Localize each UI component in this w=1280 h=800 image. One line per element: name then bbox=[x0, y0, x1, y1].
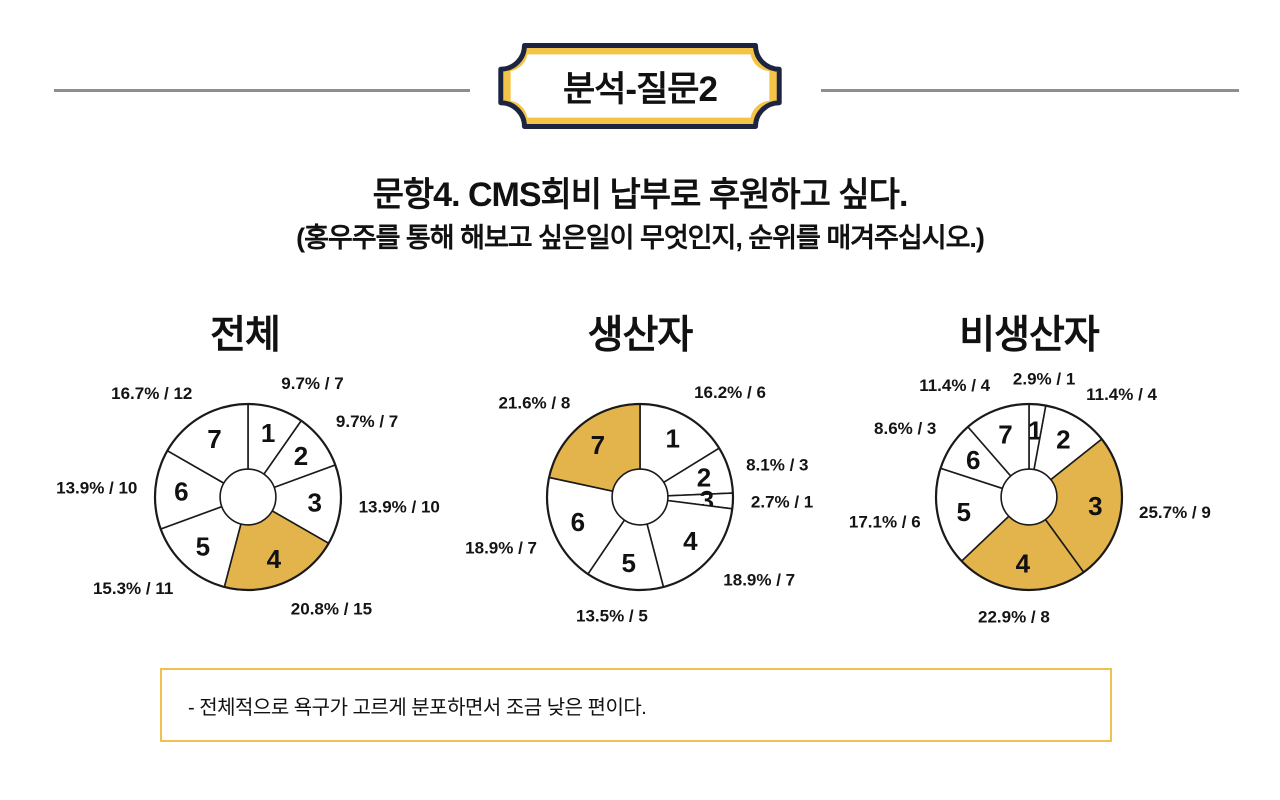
pie-slice-number: 2 bbox=[294, 441, 308, 471]
question-title: 문항4. CMS회비 납부로 후원하고 싶다. bbox=[372, 176, 909, 214]
pie-slice-label: 18.9% / 7 bbox=[723, 570, 795, 589]
chart-title-producer: 생산자 bbox=[587, 314, 694, 357]
pie-slice-number: 5 bbox=[956, 497, 970, 527]
pie-slice-number: 6 bbox=[174, 476, 188, 506]
note-box: - 전체적으로 욕구가 고르게 분포하면서 조금 낮은 편이다. bbox=[160, 668, 1112, 742]
pie-slice-number: 6 bbox=[966, 445, 980, 475]
pie-slice-label: 25.7% / 9 bbox=[1139, 503, 1211, 522]
pie-outer-ring bbox=[545, 402, 735, 592]
badge-frame-svg bbox=[498, 43, 782, 129]
pie-slice-number: 1 bbox=[1028, 415, 1042, 445]
pie-slice-number: 4 bbox=[683, 526, 698, 556]
pie-slice-number: 3 bbox=[1088, 491, 1102, 521]
pie-slice-label: 13.9% / 10 bbox=[56, 479, 137, 498]
pie-slice-label: 20.8% / 15 bbox=[291, 599, 372, 618]
pie-slice-label: 22.9% / 8 bbox=[978, 608, 1050, 627]
pie-slice-label: 15.3% / 11 bbox=[93, 579, 173, 598]
pie-slice-number: 6 bbox=[571, 507, 585, 537]
donut-hole bbox=[219, 468, 277, 526]
pie-slice-number: 4 bbox=[267, 544, 282, 574]
pie-slice-label: 16.2% / 6 bbox=[694, 383, 766, 402]
pie-slice-label: 8.6% / 3 bbox=[874, 419, 936, 438]
pie-slice-label: 8.1% / 3 bbox=[746, 456, 808, 475]
pie-slice-number: 1 bbox=[261, 418, 275, 448]
badge-label: 분석-질문2 bbox=[563, 69, 718, 109]
donut-hole bbox=[1000, 468, 1058, 526]
pie-chart-nonproducer: 1 2.9% / 1 2 11.4% / 4 3 25.7% / 9 4 22.9% / 8 5… bbox=[849, 370, 1211, 627]
pie-slice-number: 7 bbox=[591, 430, 605, 460]
pie-slice-label: 9.7% / 7 bbox=[336, 412, 398, 431]
pie-slice-label: 2.7% / 1 bbox=[751, 493, 813, 512]
pie-slice-number: 4 bbox=[1016, 549, 1031, 579]
pie-slice-label: 21.6% / 8 bbox=[498, 394, 570, 413]
pie-slice-label: 18.9% / 7 bbox=[465, 538, 537, 557]
section-badge: 분석-질문2 bbox=[483, 40, 797, 132]
pie-slice-number: 7 bbox=[207, 424, 221, 454]
pie-slice-label: 16.7% / 12 bbox=[111, 384, 192, 403]
pie-slice-number: 1 bbox=[665, 424, 679, 454]
header-rule-left bbox=[54, 89, 470, 92]
pie-slice-label: 17.1% / 6 bbox=[849, 513, 921, 532]
chart-title-total: 전체 bbox=[210, 314, 281, 357]
pie-slice-label: 11.4% / 4 bbox=[1086, 385, 1157, 404]
question-subtitle: (홍우주를 통해 해보고 싶은일이 무엇인지, 순위를 매겨주십시오.) bbox=[296, 223, 985, 253]
pie-slice-number: 5 bbox=[621, 548, 635, 578]
badge-frame-inner bbox=[510, 54, 770, 118]
pie-slice-number: 7 bbox=[998, 419, 1012, 449]
pie-chart-total: 1 9.7% / 7 2 9.7% / 7 3 13.9% / 10 4 20.8% / 15… bbox=[56, 374, 440, 618]
pie-outer-ring bbox=[934, 402, 1124, 592]
chart-title-nonproducer: 비생산자 bbox=[959, 314, 1100, 357]
pie-slice-label: 9.7% / 7 bbox=[281, 374, 343, 393]
pie-slice-number: 3 bbox=[307, 488, 321, 518]
pie-slice-number: 2 bbox=[697, 462, 711, 492]
pie-slice-number: 2 bbox=[1056, 425, 1070, 455]
pie-slice-label: 11.4% / 4 bbox=[919, 376, 990, 395]
pie-slice-label: 2.9% / 1 bbox=[1013, 370, 1075, 389]
pie-slice-label: 13.9% / 10 bbox=[359, 497, 440, 516]
note-text: - 전체적으로 욕구가 고르게 분포하면서 조금 낮은 편이다. bbox=[188, 696, 647, 719]
donut-hole bbox=[611, 468, 669, 526]
header-rule-right bbox=[821, 89, 1239, 92]
pie-slice-label: 13.5% / 5 bbox=[576, 606, 648, 625]
pie-slice-number: 5 bbox=[196, 532, 210, 562]
pie-outer-ring bbox=[153, 402, 343, 592]
